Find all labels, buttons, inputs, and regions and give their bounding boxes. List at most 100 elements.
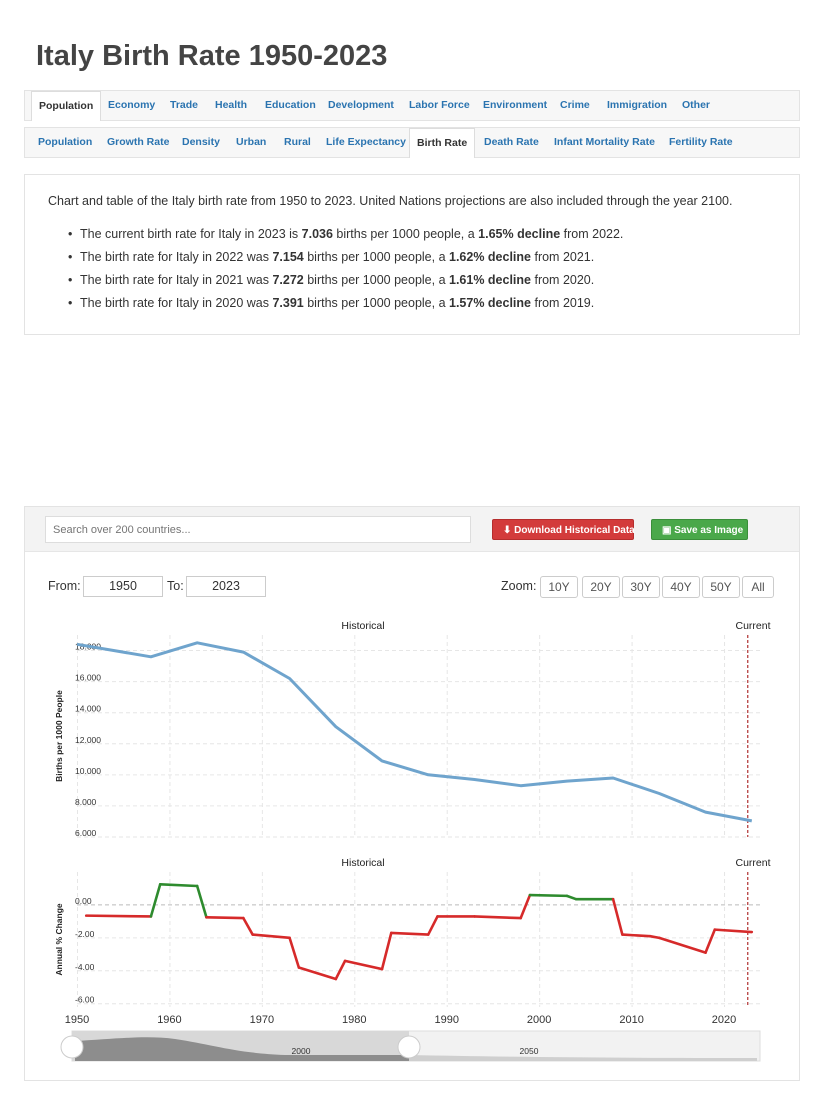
change-line-segment <box>565 894 578 901</box>
nav-tab-population[interactable]: Population <box>31 91 102 121</box>
range-navigator: 2000 2050 <box>60 1030 761 1062</box>
summary-value: 7.154 <box>272 250 304 264</box>
to-year-input[interactable]: 2023 <box>186 576 266 597</box>
zoom-30y-button[interactable]: 30Y <box>622 576 660 598</box>
nav-tab-development[interactable]: Development <box>328 99 394 111</box>
nav-tab-infant-mortality-rate[interactable]: Infant Mortality Rate <box>554 136 655 148</box>
change-line-segment <box>658 936 707 954</box>
nav-tab-crime[interactable]: Crime <box>560 99 590 111</box>
chart-toolbar: ⬇ Download Historical Data ▣ Save as Ima… <box>25 507 799 552</box>
change-line-segment <box>611 897 624 936</box>
x-tick-label: 2000 <box>527 1014 551 1026</box>
nav-tab-immigration[interactable]: Immigration <box>607 99 668 111</box>
navigator-area-shape <box>75 1037 409 1061</box>
change-line-segment <box>704 928 717 954</box>
zoom-20y-button[interactable]: 20Y <box>582 576 620 598</box>
nav-tab-trade[interactable]: Trade <box>170 99 199 111</box>
nav-tab-labor-force[interactable]: Labor Force <box>409 99 470 111</box>
page-title: Italy Birth Rate 1950-2023 <box>36 40 388 72</box>
y-tick-label: -2.00 <box>75 929 95 939</box>
summary-change: 1.57% decline <box>449 296 531 310</box>
change-line-segment <box>621 933 652 938</box>
summary-pre: The current birth rate for Italy in 2023… <box>80 227 302 241</box>
nav-tab-density[interactable]: Density <box>182 136 220 148</box>
x-tick-label: 1980 <box>342 1014 366 1026</box>
change-line-segment <box>205 915 245 920</box>
summary-box: Chart and table of the Italy birth rate … <box>24 174 800 335</box>
download-button-label: Download Historical Data <box>514 525 635 536</box>
nav-tab-life-expectancy[interactable]: Life Expectancy <box>326 136 406 148</box>
summary-change: 1.65% decline <box>478 227 561 241</box>
y-tick-label: 14.000 <box>75 704 101 714</box>
summary-value: 7.391 <box>272 296 304 310</box>
navigator-tick-label: 2050 <box>520 1046 539 1056</box>
summary-mid: births per 1000 people, a <box>303 296 449 310</box>
nav-tab-death-rate[interactable]: Death Rate <box>484 136 539 148</box>
download-historical-data-button[interactable]: ⬇ Download Historical Data <box>492 519 635 540</box>
change-line-segment <box>713 928 754 934</box>
change-line-segment <box>195 884 208 919</box>
y-tick-label: 16.000 <box>75 673 101 683</box>
x-tick-label: 1970 <box>250 1014 274 1026</box>
navigator-projection-shape <box>409 1055 757 1061</box>
zoom-label: Zoom: <box>501 579 537 593</box>
nav-tab-birth-rate[interactable]: Birth Rate <box>409 128 476 158</box>
historical-label: Historical <box>341 857 384 869</box>
current-label: Current <box>735 857 770 869</box>
chart-svg: Historical Current Births per 1000 People 6… <box>54 620 771 1062</box>
nav-tab-fertility-rate[interactable]: Fertility Rate <box>669 136 733 148</box>
navigator-handle[interactable] <box>60 1035 84 1059</box>
y-axis-label: Annual % Change <box>54 903 64 976</box>
save-as-image-button[interactable]: ▣ Save as Image <box>651 519 748 540</box>
y-tick-label: 6.000 <box>75 828 97 838</box>
navigator-tick-label: 2000 <box>292 1046 311 1056</box>
nav-tab-education[interactable]: Education <box>265 99 316 111</box>
nav-tab-population[interactable]: Population <box>38 136 93 148</box>
nav-tab-urban[interactable]: Urban <box>236 136 267 148</box>
change-line-segment <box>519 893 532 920</box>
summary-pre: The birth rate for Italy in 2021 was <box>80 273 273 287</box>
summary-item: The current birth rate for Italy in 2023… <box>63 223 623 246</box>
nav-tab-other[interactable]: Other <box>682 99 711 111</box>
summary-post: from 2022. <box>560 227 624 241</box>
y-tick-label: -4.00 <box>75 962 95 972</box>
from-year-input[interactable]: 1950 <box>83 576 163 597</box>
summary-mid: births per 1000 people, a <box>303 273 449 287</box>
summary-list: The current birth rate for Italy in 2023… <box>63 223 623 315</box>
change-line-segment <box>343 959 384 971</box>
save-button-label: Save as Image <box>674 525 744 536</box>
change-line-segment <box>426 915 439 936</box>
image-icon: ▣ <box>662 525 672 536</box>
summary-item: The birth rate for Italy in 2022 was 7.1… <box>63 246 623 269</box>
country-search-input[interactable] <box>45 516 471 543</box>
zoom-all-button[interactable]: All <box>742 576 774 598</box>
current-label: Current <box>735 620 770 632</box>
navigator-handle[interactable] <box>397 1035 421 1059</box>
summary-pre: The birth rate for Italy in 2020 was <box>80 296 273 310</box>
change-line-segment <box>380 931 393 971</box>
nav-tab-economy[interactable]: Economy <box>108 99 156 111</box>
to-label: To: <box>167 579 184 593</box>
x-tick-label: 1960 <box>157 1014 181 1026</box>
y-tick-label: 10.000 <box>75 766 101 776</box>
nav-tab-health[interactable]: Health <box>215 99 248 111</box>
y-tick-label: 0.00 <box>75 896 92 906</box>
chart-panel: ⬇ Download Historical Data ▣ Save as Ima… <box>24 506 800 1081</box>
change-line-segment <box>297 966 338 981</box>
nav-tab-growth-rate[interactable]: Growth Rate <box>107 136 170 148</box>
zoom-40y-button[interactable]: 40Y <box>662 576 700 598</box>
nav-tab-environment[interactable]: Environment <box>483 99 548 111</box>
change-line-segment <box>242 916 254 936</box>
y-axis-label: Births per 1000 People <box>54 690 64 782</box>
summary-change: 1.62% decline <box>449 250 531 264</box>
zoom-50y-button[interactable]: 50Y <box>702 576 740 598</box>
summary-item: The birth rate for Italy in 2020 was 7.3… <box>63 292 623 315</box>
nav-tab-rural[interactable]: Rural <box>284 136 311 148</box>
summary-value: 7.272 <box>272 273 304 287</box>
zoom-10y-button[interactable]: 10Y <box>540 576 578 598</box>
change-line-segment <box>528 893 569 898</box>
change-line-segment <box>251 933 291 940</box>
summary-value: 7.036 <box>301 227 333 241</box>
change-line-segment <box>149 883 162 918</box>
summary-post: from 2021. <box>531 250 595 264</box>
